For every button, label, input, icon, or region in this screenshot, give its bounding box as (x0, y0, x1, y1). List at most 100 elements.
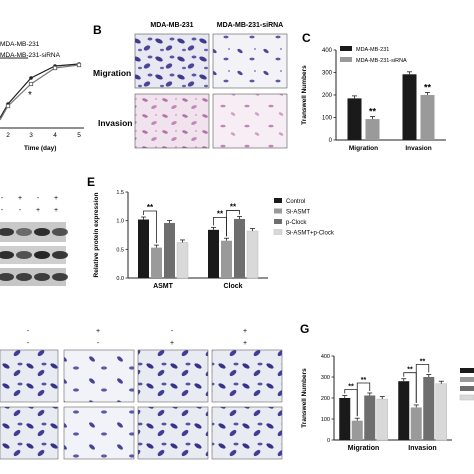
bar (221, 240, 232, 278)
bar (365, 119, 380, 140)
significance-label: ** (369, 107, 377, 117)
panel-f: - + - + - - + + (0, 328, 283, 460)
legend-label: Si-ASMT (286, 210, 310, 216)
legend-swatch (274, 198, 282, 203)
point-sirna-5 (76, 62, 82, 68)
panel-f-sign-r1-3: - (171, 328, 174, 335)
significance-label: ** (147, 203, 154, 212)
bar (402, 74, 417, 140)
bar (164, 222, 175, 278)
blot-band (16, 273, 32, 281)
y-tick-label: 1.5 (116, 190, 124, 196)
panel-f-sign-r2-3: + (170, 340, 174, 347)
image-f-invasion-2 (63, 406, 135, 460)
y-tick-label: 400 (322, 48, 333, 54)
legend-label: p-Clock (286, 220, 307, 226)
bar (420, 95, 435, 140)
legend-label: Si-ASMT+p-Clock (286, 231, 335, 237)
significance-label: ** (420, 359, 426, 366)
panel-f-sign-r1-4: + (243, 328, 247, 335)
image-f-migration-2 (63, 349, 135, 403)
y-axis-label: Relative protein expression (93, 193, 100, 278)
y-tick-label: 1.0 (116, 219, 124, 225)
y-tick-label: 200 (322, 93, 333, 99)
bar (138, 219, 149, 278)
category-label: Invasion (408, 445, 436, 452)
image-f-invasion-3 (137, 406, 209, 460)
legend-label: MDA-MB-231-siRNA (356, 58, 407, 64)
point-sirna-4 (52, 65, 58, 71)
point-sirna-2 (5, 103, 11, 109)
panel-f-sign-r2-4: + (243, 340, 247, 347)
panel-b: B MDA-MB-231 MDA-MB-231-siRNA Migration … (93, 22, 288, 149)
significance-label: ** (424, 83, 432, 93)
panel-a-legend-1: MDA-MB-231 (0, 41, 40, 48)
panel-d-sign-r2-3: + (36, 207, 40, 214)
image-f-migration-3 (137, 349, 209, 403)
panel-g-letter: G (300, 322, 309, 336)
panel-a-significance: * (28, 90, 32, 101)
bar (435, 383, 447, 441)
legend-label: Control (286, 199, 305, 205)
legend-swatch (460, 368, 474, 373)
blot-band (52, 251, 68, 259)
legend-swatch (460, 386, 474, 391)
blot-band (0, 251, 14, 259)
panel-a-xtick-4: 4 (53, 132, 57, 139)
bar (351, 420, 363, 440)
significance-label: ** (217, 209, 224, 218)
legend-swatch (340, 46, 352, 51)
panel-f-sign-r1-1: - (27, 328, 30, 335)
legend-swatch (340, 57, 352, 62)
category-label: Migration (348, 445, 380, 452)
y-axis-label: Transwell Numbers (301, 368, 308, 428)
significance-bracket (226, 210, 240, 237)
image-f-invasion-1 (0, 406, 59, 460)
bar (234, 218, 245, 278)
significance-label: ** (230, 202, 237, 211)
panel-c-letter: C (302, 31, 311, 45)
significance-bracket (356, 382, 371, 417)
panel-d-sign-r1-3: - (37, 195, 40, 202)
bar (176, 242, 189, 279)
category-label: ASMT (153, 283, 174, 290)
category-label: Clock (223, 283, 242, 290)
image-invasion-sirna (212, 93, 288, 149)
image-invasion-control (134, 93, 210, 149)
category-label: Migration (349, 145, 378, 152)
y-tick-label: 200 (321, 396, 330, 402)
panel-b-col-header-1: MDA-MB-231 (150, 22, 193, 29)
image-migration-control (134, 33, 210, 89)
y-tick-label: 0 (327, 438, 330, 444)
panel-a-xlabel: Time (day) (24, 145, 56, 152)
panel-d-sign-r2-1: - (1, 207, 4, 214)
y-axis-label: Transwell Numbers (301, 65, 308, 125)
legend-swatch (274, 208, 282, 214)
y-tick-label: 400 (321, 354, 330, 360)
image-f-invasion-4 (211, 406, 283, 460)
panel-a-xtick-3: 3 (29, 132, 33, 139)
legend-swatch (273, 229, 283, 235)
category-label: Invasion (405, 145, 431, 152)
bar (208, 229, 219, 278)
panel-d-sign-r1-2: + (18, 195, 22, 202)
y-tick-label: 100 (322, 116, 333, 122)
legend-swatch (460, 377, 474, 382)
panel-c-chart: C 0 100 200 300 400 Transwell Numbers Migratio… (301, 31, 446, 152)
bar (423, 377, 435, 440)
blot-band (52, 273, 68, 281)
y-tick-label: 100 (321, 417, 330, 423)
panel-a-legend-2: MDA-MB-231-siRNA (0, 52, 61, 59)
image-migration-sirna (212, 33, 288, 89)
point-control-3 (29, 76, 33, 80)
bar (398, 381, 410, 440)
y-tick-label: 300 (321, 375, 330, 381)
significance-bracket (415, 364, 430, 403)
panel-e-chart: E 0.0 0.5 1.0 1.5 Relative protein expressio… (87, 175, 335, 290)
series-line-control (0, 63, 80, 119)
bar (376, 398, 388, 441)
legend-swatch (274, 219, 282, 224)
bar (364, 395, 376, 440)
y-tick-label: 0.0 (116, 276, 124, 282)
panel-g-chart: G 0 100 200 300 400 Transwell Numbers Migratio… (300, 322, 474, 452)
